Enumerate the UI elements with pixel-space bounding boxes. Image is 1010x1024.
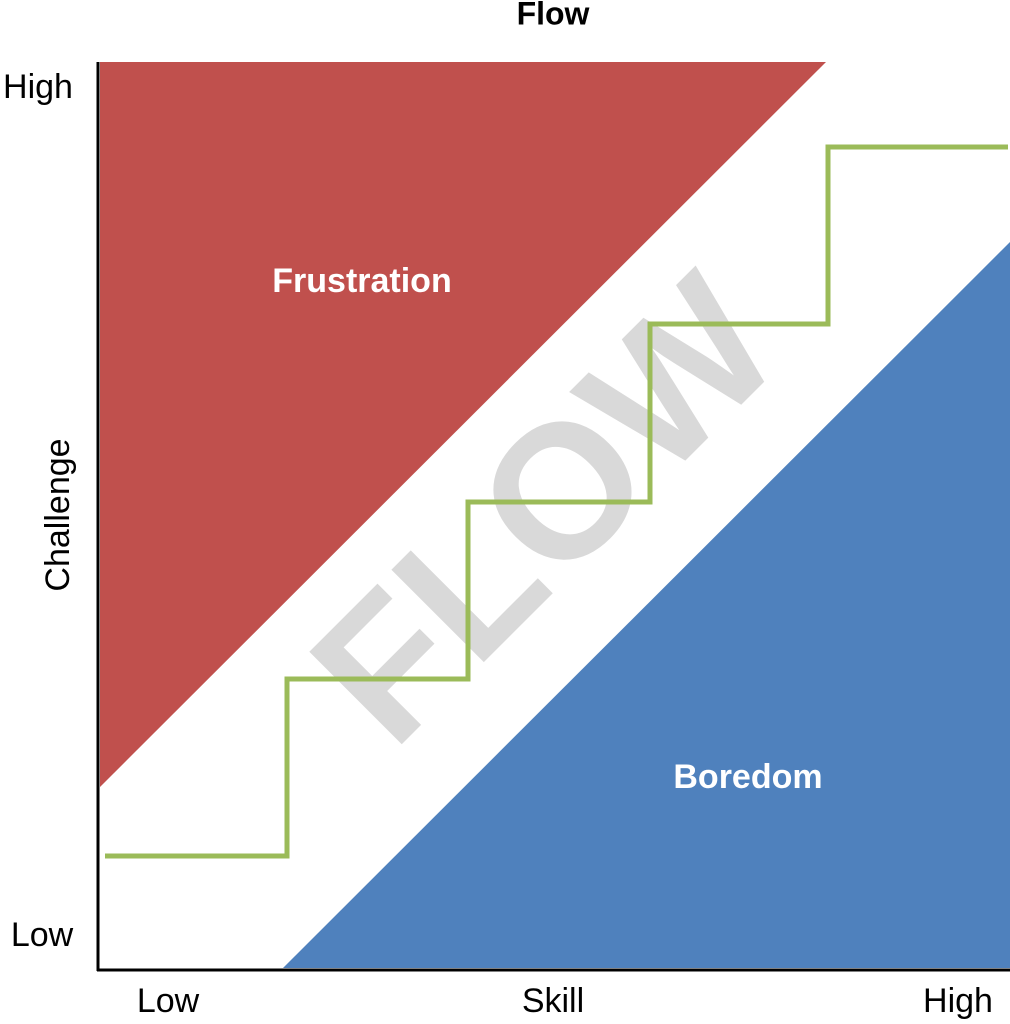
x-axis-label: Skill	[522, 982, 584, 1020]
title: Flow	[517, 0, 590, 31]
y-low-label: Low	[11, 916, 74, 954]
frustration-region	[100, 62, 826, 787]
boredom-region	[283, 242, 1010, 968]
boredom-label: Boredom	[673, 758, 822, 796]
y-high-label: High	[3, 68, 73, 106]
staircase-line	[105, 144, 1008, 859]
x-low-label: Low	[137, 982, 200, 1020]
y-axis-label: Challenge	[39, 438, 77, 591]
x-high-label: High	[923, 982, 993, 1020]
frustration-label: Frustration	[272, 262, 451, 300]
